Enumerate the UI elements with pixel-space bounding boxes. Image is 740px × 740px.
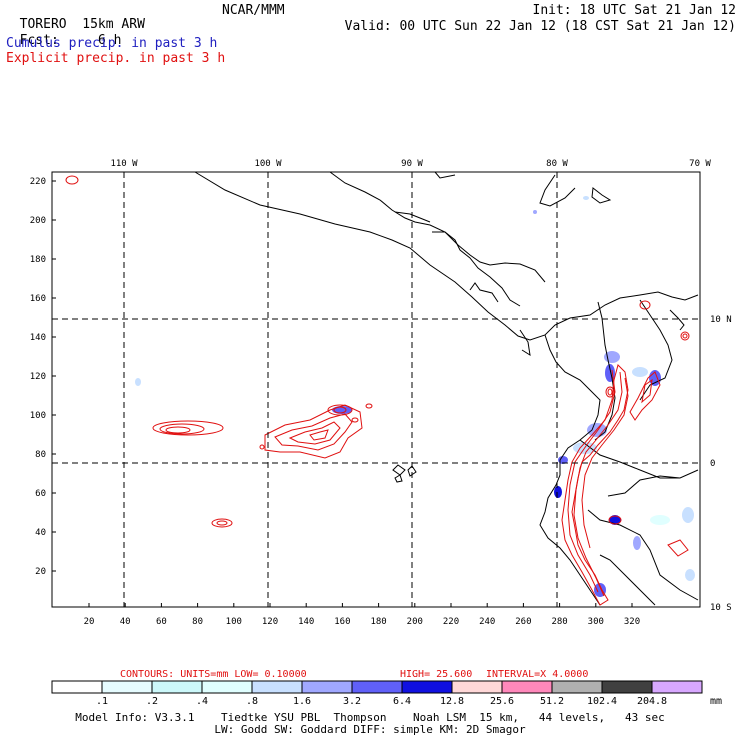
colorbar-label: 1.6: [293, 696, 311, 707]
init-time: Init: 18 UTC Sat 21 Jan 12: [532, 3, 737, 18]
y-tick-label: 180: [30, 255, 46, 265]
fcst-value: 6 h: [97, 33, 122, 48]
colorbar-label: 3.2: [343, 696, 361, 707]
colorbar-label: 204.8: [637, 696, 667, 707]
contour-high: HIGH= 25.600: [400, 669, 472, 680]
x-tick-label: 220: [443, 617, 459, 627]
y-tick-label: 40: [35, 528, 46, 538]
coastlines: [194, 171, 699, 606]
colorbar-swatch: [551, 680, 603, 694]
model-info-line2: LW: Godd SW: Goddard DIFF: simple KM: 2D…: [214, 723, 526, 736]
y-tick-label: 160: [30, 294, 46, 304]
colorbar-label: .4: [196, 696, 208, 707]
model-name: TORERO: [19, 17, 67, 32]
y-tick-label: 100: [30, 411, 46, 421]
x-tick-label: 180: [370, 617, 386, 627]
colorbar-swatch: [601, 680, 653, 694]
lat-label: 10 N: [710, 315, 732, 325]
model-info-line1: Model Info: V3.3.1 Tiedtke YSU PBL Thomp…: [75, 711, 665, 724]
x-tick-label: 300: [588, 617, 604, 627]
cumulus-legend: Cumulus precip. in past 3 h: [6, 36, 218, 51]
colorbar-label: 25.6: [490, 696, 514, 707]
explicit-contours: [65, 175, 690, 606]
colorbar-swatch: [201, 680, 253, 694]
x-tick-label: 260: [515, 617, 531, 627]
forecast-hour: Fcst: 6 h: [4, 20, 122, 48]
colorbar-label: 102.4: [587, 696, 617, 707]
lon-label: 80 W: [546, 159, 568, 169]
colorbar-label: .1: [96, 696, 108, 707]
colorbar-swatch: [351, 680, 403, 694]
x-tick-label: 140: [298, 617, 314, 627]
x-tick-label: 40: [120, 617, 131, 627]
explicit-legend: Explicit precip. in past 3 h: [6, 51, 226, 66]
colorbar-swatch: [501, 680, 553, 694]
colorbar-label: .2: [146, 696, 158, 707]
x-tick-label: 60: [156, 617, 167, 627]
x-tick-label: 80: [192, 617, 203, 627]
lon-label: 90 W: [401, 159, 423, 169]
y-tick-label: 20: [35, 567, 46, 577]
colorbar-label: 51.2: [540, 696, 564, 707]
colorbar-swatch: [651, 680, 703, 694]
y-tick-label: 120: [30, 372, 46, 382]
contour-units: CONTOURS: UNITS=mm LOW= 0.10000: [120, 669, 307, 680]
x-tick-label: 240: [479, 617, 495, 627]
precip-map: 20 40 60 80 100 120 140 160 180 200 220 240 260 280 30…: [30, 159, 732, 707]
model-title: TORERO 15km ARW: [4, 4, 145, 32]
lon-label: 110 W: [110, 159, 138, 169]
colorbar-label: 6.4: [393, 696, 411, 707]
x-tick-label: 120: [262, 617, 278, 627]
colorbar-swatch: [451, 680, 503, 694]
x-tick-label: 160: [334, 617, 350, 627]
colorbar-swatch: [151, 680, 203, 694]
contour-interval: INTERVAL=X 4.0000: [486, 669, 588, 680]
colorbar-label: 12.8: [440, 696, 464, 707]
axis-ticks: 20 40 60 80 100 120 140 160 180 200 220 240 260 280 30…: [30, 159, 732, 627]
y-tick-label: 220: [30, 177, 46, 187]
x-tick-label: 280: [551, 617, 567, 627]
lat-lon-grid: [52, 172, 700, 607]
fcst-label: Fcst:: [19, 33, 59, 48]
map-frame: [51, 171, 701, 608]
lat-label: 0: [710, 459, 715, 469]
model-resolution: 15km ARW: [82, 17, 145, 32]
valid-time: Valid: 00 UTC Sun 22 Jan 12 (18 CST Sat …: [344, 19, 736, 34]
y-tick-label: 140: [30, 333, 46, 343]
y-tick-label: 200: [30, 216, 46, 226]
x-tick-label: 200: [407, 617, 423, 627]
colorbar-unit: mm: [710, 696, 722, 707]
x-tick-label: 320: [624, 617, 640, 627]
colorbar-swatch: [101, 680, 153, 694]
x-tick-label: 100: [226, 617, 242, 627]
colorbar-swatch: [401, 680, 453, 694]
lon-label: 100 W: [254, 159, 282, 169]
colorbar-swatch: [301, 680, 353, 694]
lat-label: 10 S: [710, 603, 732, 613]
lon-label: 70 W: [689, 159, 711, 169]
colorbar: .1 .2 .4 .8 1.6 3.2 6.4 12.8 25.6 51.2 102.4 204.8 m…: [51, 680, 722, 707]
y-tick-label: 60: [35, 489, 46, 499]
colorbar-swatch: [251, 680, 303, 694]
colorbar-label: .8: [246, 696, 258, 707]
org-label: NCAR/MMM: [222, 3, 285, 18]
x-tick-label: 20: [84, 617, 95, 627]
colorbar-swatch: [51, 680, 103, 694]
y-tick-label: 80: [35, 450, 46, 460]
